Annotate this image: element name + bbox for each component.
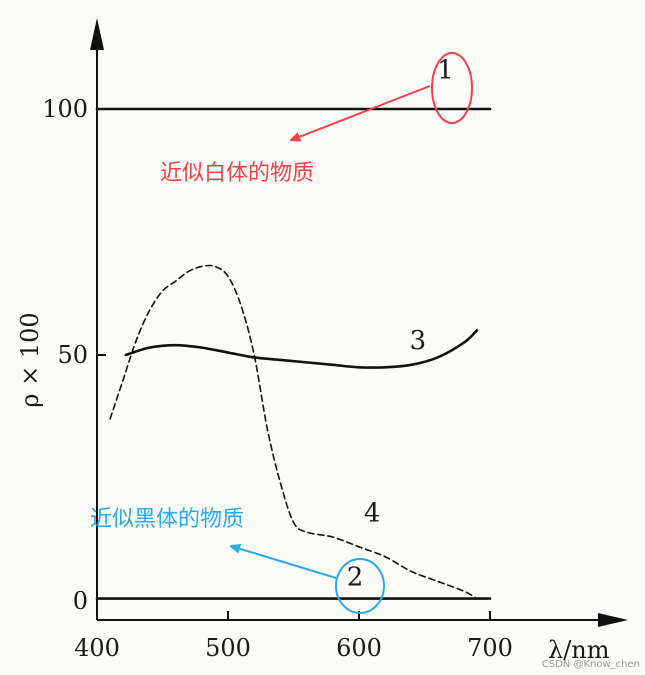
x-tick-label: 600 xyxy=(336,634,382,662)
y-axis-label: ρ × 100 xyxy=(16,312,44,407)
curve-labels: 1 2 3 4 xyxy=(347,56,454,593)
series-line-3 xyxy=(124,329,479,369)
curve-label-2: 2 xyxy=(347,562,364,592)
x-tick-label: 700 xyxy=(467,634,513,662)
highlight-circle-1 xyxy=(431,52,473,124)
axes xyxy=(90,18,628,627)
watermark-text: CSDN @Know_chen xyxy=(542,659,640,670)
curve-label-1: 1 xyxy=(437,56,454,86)
curve-label-4: 4 xyxy=(364,498,381,528)
curve-label-3: 3 xyxy=(410,326,427,356)
arrow-black-body xyxy=(234,547,337,579)
series-line-4 xyxy=(109,264,478,600)
highlight-circle-2 xyxy=(335,558,385,614)
x-axis-label: λ/nm xyxy=(548,636,610,664)
y-tick-label: 0 xyxy=(73,587,88,615)
y-tick-label: 100 xyxy=(42,95,88,123)
curves xyxy=(95,107,492,600)
x-axis-arrow xyxy=(598,613,628,627)
ticks: 400 500 600 700 0 50 100 xyxy=(42,95,513,662)
x-tick-label: 500 xyxy=(205,634,251,662)
annotation-white-text: 近似白体的物质 xyxy=(160,161,314,186)
annotation-black-text: 近似黑体的物质 xyxy=(90,507,244,532)
annotation-black-body: 近似黑体的物质 xyxy=(90,507,385,614)
y-tick-label: 50 xyxy=(57,341,88,369)
annotation-white-body: 近似白体的物质 xyxy=(160,52,473,186)
y-axis-arrow xyxy=(90,18,104,50)
x-tick-label: 400 xyxy=(74,634,120,662)
arrow-white-body xyxy=(294,85,431,139)
